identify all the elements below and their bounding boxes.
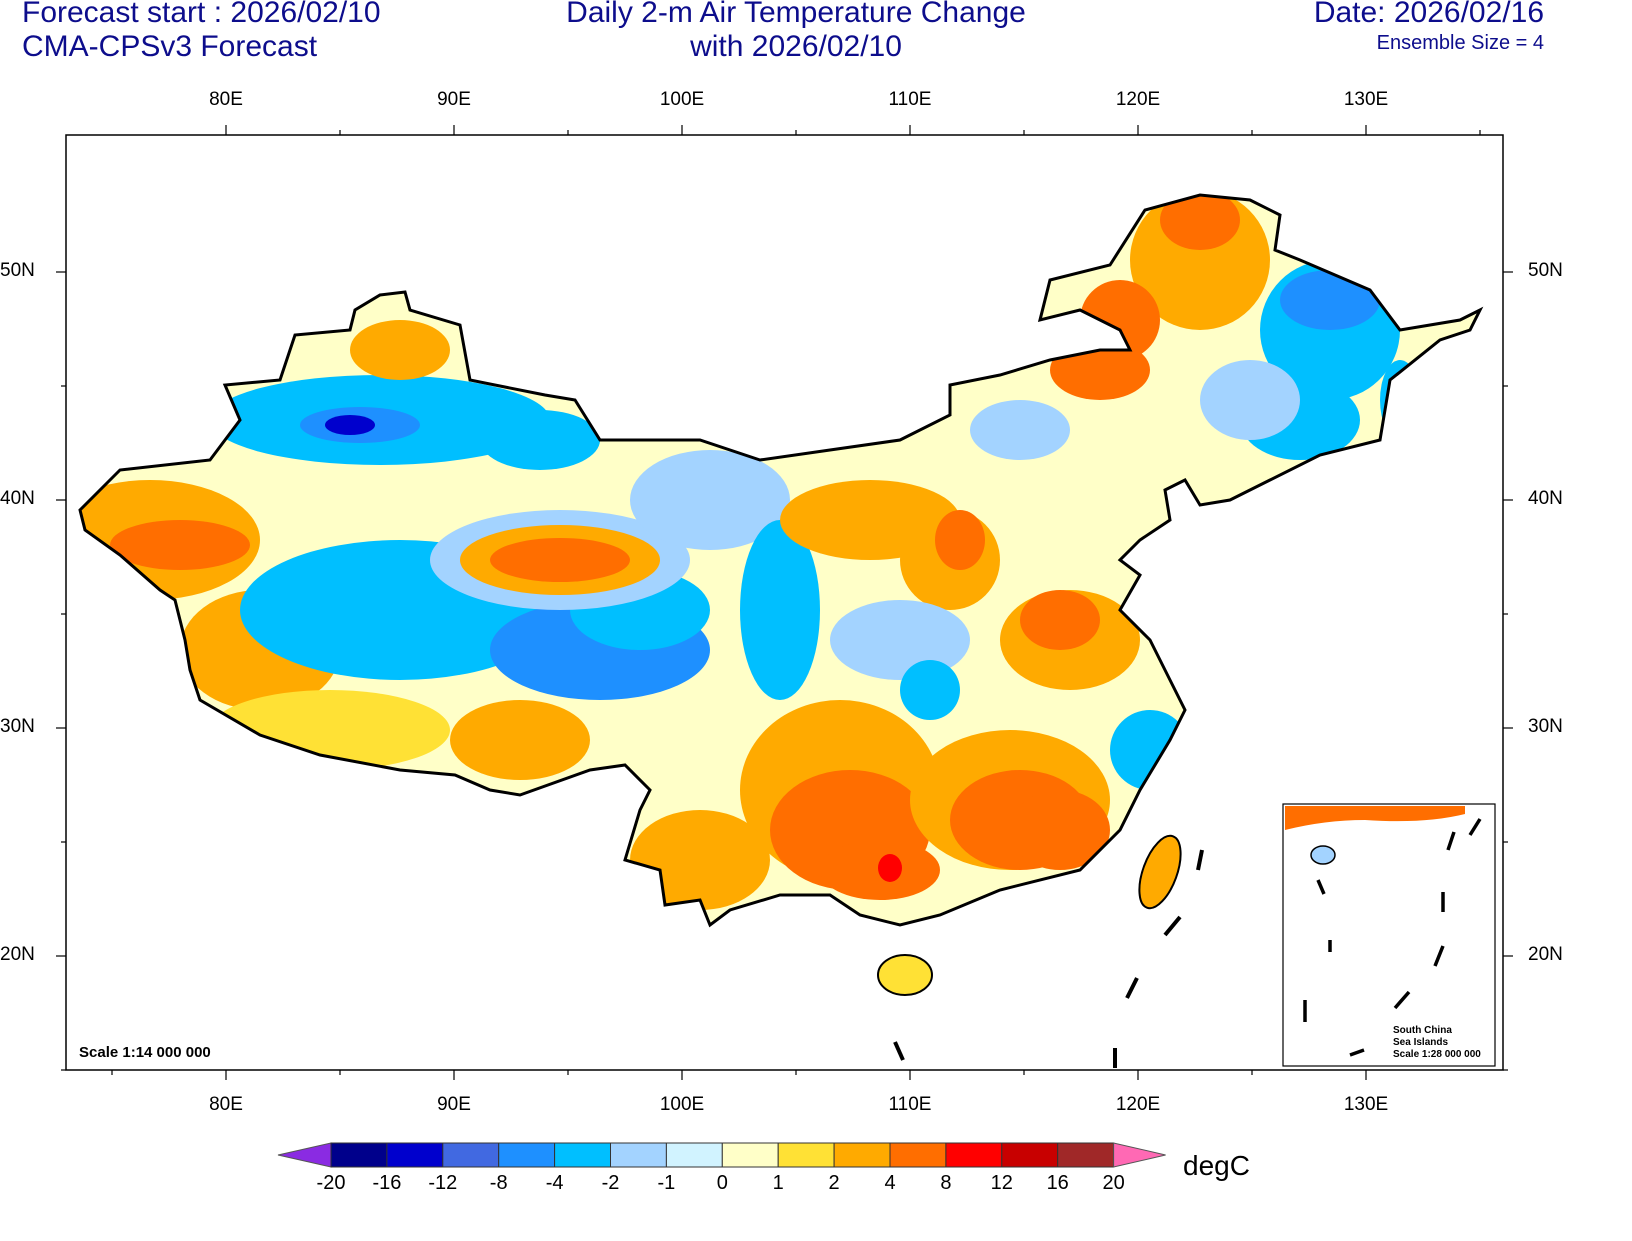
inset-caption: South China Sea Islands Scale 1:28 000 0… (1393, 1025, 1481, 1061)
inset-caption-line2: Sea Islands (1393, 1037, 1449, 1048)
colorbar-swatch (330, 1142, 388, 1168)
lat-label-right: 50N (1528, 260, 1563, 281)
lon-label-top: 120E (1115, 89, 1161, 110)
colorbar-low-arrow (277, 1142, 332, 1168)
lon-label-bottom: 80E (209, 1094, 243, 1115)
title-line1: Daily 2-m Air Temperature Change (566, 0, 1026, 29)
colorbar-unit: degC (1183, 1150, 1250, 1181)
lon-label-top: 130E (1343, 89, 1389, 110)
temperature-contour (450, 700, 590, 780)
lat-label-right: 20N (1528, 944, 1563, 965)
colorbar-swatch (1057, 1142, 1115, 1168)
lat-label-left: 20N (0, 944, 35, 965)
lon-label-bottom: 100E (659, 1094, 705, 1115)
colorbar-swatch (833, 1142, 891, 1168)
forecast-start: Forecast start : 2026/02/10 (22, 0, 381, 29)
lon-label-top: 110E (888, 89, 932, 110)
colorbar-label: 2 (828, 1172, 840, 1194)
colorbar-high-arrow (1113, 1142, 1166, 1168)
colorbar-swatch (498, 1142, 556, 1168)
valid-date: Date: 2026/02/16 (1313, 0, 1544, 29)
temperature-contour (630, 450, 790, 550)
colorbar-label: -12 (428, 1172, 458, 1194)
colorbar-label: -1 (657, 1172, 676, 1194)
lon-label-top: 90E (437, 89, 471, 110)
model-name: CMA-CPSv3 Forecast (22, 30, 318, 63)
lat-label-left: 50N (0, 260, 35, 281)
taiwan-island (1138, 834, 1182, 910)
colorbar-label: 12 (990, 1172, 1013, 1194)
temperature-contour (1200, 360, 1300, 440)
colorbar-label: 8 (940, 1172, 952, 1194)
colorbar-swatch (945, 1142, 1003, 1168)
colorbar-swatch (665, 1142, 723, 1168)
colorbar-label: 20 (1102, 1172, 1125, 1194)
lon-label-top: 80E (209, 89, 243, 110)
temperature-contour (935, 510, 985, 570)
lon-label-top: 100E (659, 89, 705, 110)
colorbar-label: -4 (545, 1172, 564, 1194)
colorbar-label: -20 (316, 1172, 346, 1194)
lat-label-left: 40N (0, 488, 35, 509)
colorbar-swatch (442, 1142, 500, 1168)
inset-caption-line3: Scale 1:28 000 000 (1393, 1049, 1481, 1060)
ensemble-size: Ensemble Size = 4 (1376, 32, 1544, 54)
inset-hainan (1310, 845, 1336, 865)
colorbar-label: -2 (601, 1172, 620, 1194)
temperature-contour (740, 520, 820, 700)
temperature-contour (480, 410, 600, 470)
lon-label-bottom: 130E (1343, 1094, 1389, 1115)
temperature-contour (1160, 195, 1240, 250)
colorbar-swatch (1001, 1142, 1059, 1168)
colorbar-swatch (386, 1142, 444, 1168)
hainan-island (877, 954, 933, 996)
colorbar-swatch (777, 1142, 835, 1168)
title-line2: with 2026/02/10 (690, 30, 902, 63)
temperature-contour (970, 400, 1070, 460)
lon-label-bottom: 90E (437, 1094, 471, 1115)
colorbar-label: 16 (1046, 1172, 1069, 1194)
colorbar-label: 1 (772, 1172, 784, 1194)
lat-label-right: 40N (1528, 488, 1563, 509)
lon-label-bottom: 120E (1115, 1094, 1161, 1115)
temperature-contour (900, 660, 960, 720)
colorbar-swatch (889, 1142, 947, 1168)
temperature-contour (878, 854, 902, 882)
colorbar-label: 0 (716, 1172, 728, 1194)
temperature-contour (490, 538, 630, 582)
colorbar-label: 4 (884, 1172, 896, 1194)
china-border (78, 193, 1484, 928)
temperature-contour (630, 810, 770, 910)
temperature-contour (1020, 590, 1100, 650)
temperature-contour (350, 320, 450, 380)
temperature-contour (110, 520, 250, 570)
nine-dash-line (893, 849, 1204, 1068)
colorbar-swatch (721, 1142, 779, 1168)
colorbar-swatch (554, 1142, 611, 1168)
temperature-contour (830, 600, 970, 680)
inset-caption-line1: South China (1393, 1025, 1452, 1036)
colorbar-label: -8 (489, 1172, 508, 1194)
lat-label-right: 30N (1528, 716, 1563, 737)
temperature-contour (325, 415, 375, 435)
inset-dash-line (1303, 818, 1482, 1057)
temperature-contour (1010, 790, 1110, 870)
colorbar-label: -16 (372, 1172, 402, 1194)
lat-label-left: 30N (0, 716, 35, 737)
colorbar-swatch (610, 1142, 667, 1168)
lon-label-bottom: 110E (888, 1094, 932, 1115)
inset-land (1285, 806, 1465, 830)
map-scale: Scale 1:14 000 000 (79, 1044, 211, 1061)
